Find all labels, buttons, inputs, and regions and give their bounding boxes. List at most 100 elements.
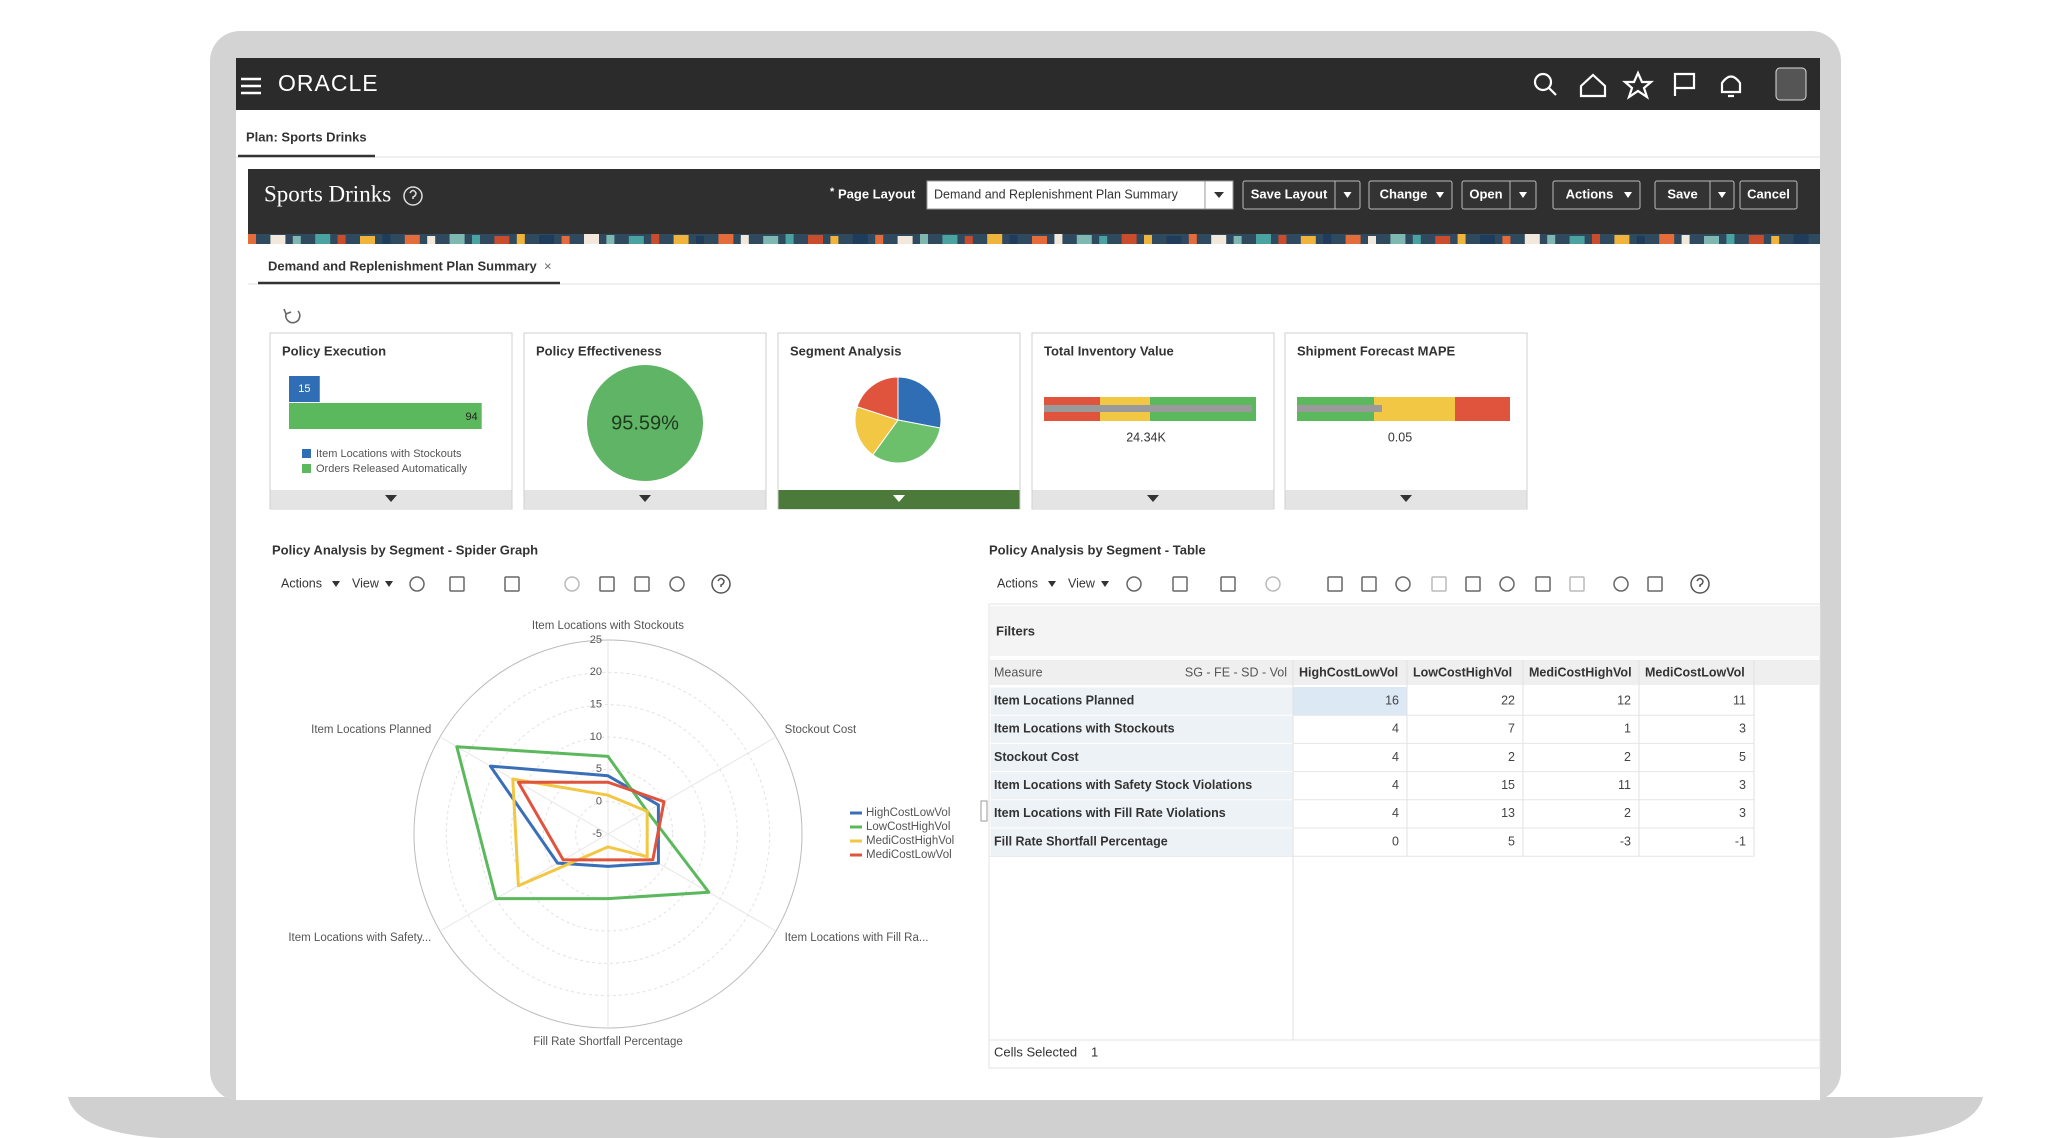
button[interactable] <box>1242 180 1361 210</box>
row-label: Stockout Cost <box>994 750 1080 764</box>
search-icon[interactable] <box>1533 72 1557 96</box>
toolbar-menu[interactable]: View <box>1068 576 1096 590</box>
button[interactable] <box>1552 180 1641 210</box>
help-icon[interactable] <box>1690 574 1710 594</box>
cell-value[interactable]: 1 <box>1624 722 1631 736</box>
toolbar-icon[interactable] <box>1431 576 1447 592</box>
pie-slice <box>897 376 942 429</box>
star-icon[interactable] <box>1622 70 1654 100</box>
tab-label[interactable]: Demand and Replenishment Plan Summary <box>268 258 538 273</box>
toolbar-icon[interactable] <box>1499 576 1515 592</box>
cell-value[interactable]: 3 <box>1739 722 1746 736</box>
cell-value[interactable]: -3 <box>1620 834 1631 848</box>
toolbar-menu[interactable]: Actions <box>281 576 322 590</box>
cell-value[interactable]: 0 <box>1392 834 1399 848</box>
tile-title: Shipment Forecast MAPE <box>1297 343 1456 358</box>
button[interactable] <box>1739 180 1798 210</box>
column-header: LowCostHighVol <box>1413 665 1512 679</box>
stripe-piece <box>360 236 375 244</box>
toolbar-icon[interactable] <box>1361 576 1377 592</box>
cell-value[interactable]: 3 <box>1739 778 1746 792</box>
legend-label: Item Locations with Stockouts <box>316 448 462 460</box>
stripe-piece <box>1412 235 1421 244</box>
help-glyph <box>717 577 725 587</box>
toolbar-icon[interactable] <box>1172 576 1188 592</box>
toolbar-icon[interactable] <box>409 576 425 592</box>
help-glyph <box>1696 577 1704 587</box>
help-icon[interactable] <box>711 574 731 594</box>
cell-value[interactable]: 5 <box>1508 834 1515 848</box>
button-label: Save Layout <box>1251 186 1328 201</box>
toolbar-menu[interactable]: Actions <box>997 576 1038 590</box>
toolbar-icon[interactable] <box>1647 576 1663 592</box>
toolbar-icon[interactable] <box>1569 576 1585 592</box>
toolbar-icon[interactable] <box>1265 576 1281 592</box>
cell-value[interactable]: 5 <box>1739 750 1746 764</box>
toolbar-icon[interactable] <box>1465 576 1481 592</box>
refresh-icon[interactable] <box>283 308 301 324</box>
splitter-handle[interactable] <box>980 800 988 822</box>
cell-value[interactable]: 4 <box>1392 722 1399 736</box>
cell-value[interactable]: 2 <box>1508 750 1515 764</box>
brand: ORACLE <box>278 70 379 96</box>
cell-value[interactable]: -1 <box>1735 834 1746 848</box>
layout-select[interactable] <box>926 180 1234 210</box>
data-label: 94 <box>465 411 477 423</box>
cell-value[interactable]: 3 <box>1739 806 1746 820</box>
help-icon[interactable] <box>403 186 423 206</box>
cell-value[interactable]: 4 <box>1392 806 1399 820</box>
toolbar-icon[interactable] <box>669 576 685 592</box>
toolbar-icon[interactable] <box>1327 576 1343 592</box>
row-header-cell <box>989 771 1294 801</box>
legend-label: HighCostLowVol <box>866 807 950 819</box>
header-row <box>990 660 1820 685</box>
breadcrumb[interactable]: Plan: Sports Drinks <box>246 129 367 144</box>
cell-value[interactable]: 15 <box>1501 778 1515 792</box>
toolbar-icon[interactable] <box>564 576 580 592</box>
cell-value[interactable]: 13 <box>1501 806 1515 820</box>
toolbar-icon[interactable] <box>1395 576 1411 592</box>
cell-value[interactable]: 4 <box>1392 778 1399 792</box>
cell-value[interactable]: 2 <box>1624 750 1631 764</box>
dropdown-arrow <box>1101 581 1109 587</box>
cell-value[interactable]: 7 <box>1508 722 1515 736</box>
expand-arrow <box>1400 495 1412 502</box>
tab-close[interactable]: × <box>544 258 552 273</box>
layout-value: Demand and Replenishment Plan Summary <box>934 187 1179 201</box>
button[interactable] <box>1368 180 1453 210</box>
toolbar-icon[interactable] <box>1535 576 1551 592</box>
button[interactable] <box>1461 180 1537 210</box>
stripe-piece <box>248 234 256 244</box>
stripe-piece <box>852 234 868 244</box>
toolbar-menu[interactable]: View <box>352 576 380 590</box>
cell-value[interactable]: 11 <box>1618 778 1631 792</box>
row-label: Item Locations with Safety Stock Violati… <box>994 778 1252 792</box>
cell-value[interactable]: 16 <box>1385 693 1399 707</box>
pie-slice <box>856 376 899 421</box>
toolbar-icon[interactable] <box>1126 576 1142 592</box>
toolbar-icon[interactable] <box>599 576 615 592</box>
cell-value[interactable]: 4 <box>1392 750 1399 764</box>
flag-icon[interactable] <box>1673 72 1696 96</box>
cell-value[interactable]: 11 <box>1733 693 1746 707</box>
stripe-piece <box>1300 236 1316 244</box>
cell-value[interactable]: 12 <box>1617 693 1631 707</box>
axis-label: Item Locations with Fill Ra... <box>785 932 929 944</box>
dropdown-arrow <box>332 581 340 587</box>
bell-icon[interactable] <box>1720 75 1742 98</box>
cell-value[interactable]: 2 <box>1624 806 1631 820</box>
toolbar-icon[interactable] <box>504 576 520 592</box>
filters-label[interactable]: Filters <box>996 623 1035 638</box>
stripe-piece <box>539 235 555 244</box>
toolbar-icon[interactable] <box>634 576 650 592</box>
stripe-piece <box>740 235 749 244</box>
avatar[interactable] <box>1775 67 1807 101</box>
toolbar-icon[interactable] <box>449 576 465 592</box>
home-icon[interactable] <box>1579 73 1607 98</box>
cell-value[interactable]: 22 <box>1501 693 1515 707</box>
button[interactable] <box>1654 180 1735 210</box>
menu-icon[interactable] <box>241 77 261 95</box>
stripe-piece <box>315 234 331 244</box>
toolbar-icon[interactable] <box>1220 576 1236 592</box>
toolbar-icon[interactable] <box>1613 576 1629 592</box>
